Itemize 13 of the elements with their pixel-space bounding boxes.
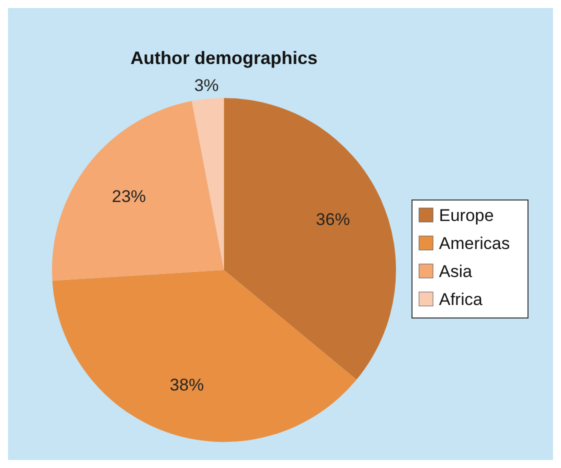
pie-slice	[192, 98, 224, 270]
legend-label: Asia	[439, 262, 473, 281]
pie-slice	[52, 270, 357, 442]
pie-slice	[52, 101, 224, 281]
data-label: 3%	[194, 76, 219, 95]
legend-label: Africa	[439, 290, 483, 309]
data-label: 38%	[170, 376, 204, 395]
legend-label: Europe	[439, 206, 494, 225]
chart-title: Author demographics	[130, 48, 318, 68]
data-label: 36%	[316, 210, 350, 229]
legend-label: Americas	[439, 234, 510, 253]
pie-slice	[224, 98, 396, 380]
data-label: 23%	[112, 187, 146, 206]
